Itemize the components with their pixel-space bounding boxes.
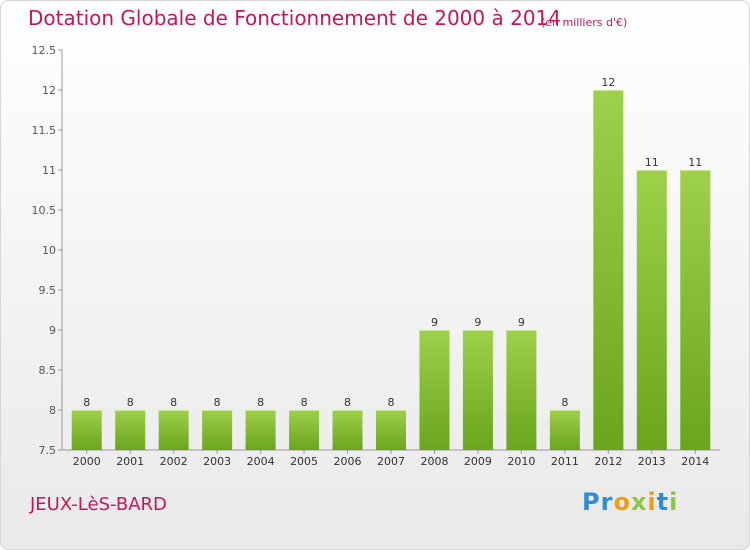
data-label: 9 (518, 316, 525, 329)
x-tick-label: 2013 (638, 455, 666, 468)
data-labels: 8 8 8 8 8 8 8 8 9 9 9 8 12 11 11 (83, 76, 702, 409)
y-axis: 7.5 8 8.5 9 9.5 10 10.5 11 11.5 12 12.5 (32, 44, 63, 457)
bar (680, 170, 711, 450)
logo-letter: x (630, 488, 648, 516)
y-tick-label: 9.5 (39, 284, 57, 297)
data-label: 8 (214, 396, 221, 409)
y-tick-label: 8 (49, 404, 56, 417)
data-label: 8 (561, 396, 568, 409)
x-tick-label: 2014 (681, 455, 709, 468)
place-name: JEUX-LèS-BARD (30, 494, 167, 515)
chart-title: Dotation Globale de Fonctionnement de 20… (28, 6, 561, 30)
y-tick-label: 10 (42, 244, 56, 257)
data-label: 8 (170, 396, 177, 409)
y-tick-label: 12.5 (32, 44, 57, 57)
bar (158, 410, 189, 450)
y-tick-label: 12 (42, 84, 56, 97)
y-tick-label: 11 (42, 164, 56, 177)
x-tick-label: 2006 (334, 455, 362, 468)
bar (289, 410, 320, 450)
x-tick-label: 2002 (160, 455, 188, 468)
bar (71, 410, 102, 450)
logo-letter: i (647, 488, 657, 516)
bars (71, 90, 711, 450)
bar (593, 90, 624, 450)
data-label: 11 (645, 156, 659, 169)
logo-letter: P (582, 488, 601, 516)
x-tick-label: 2009 (464, 455, 492, 468)
bar (332, 410, 363, 450)
data-label: 11 (688, 156, 702, 169)
logo-letter: r (600, 488, 614, 516)
x-axis: 2000 2001 2002 2003 2004 2005 2006 2007 2008 2009… (62, 449, 720, 468)
data-label: 9 (431, 316, 438, 329)
y-tick-label: 9 (49, 324, 56, 337)
x-tick-label: 2010 (507, 455, 535, 468)
data-label: 8 (344, 396, 351, 409)
bar (549, 410, 580, 450)
bar (245, 410, 276, 450)
x-tick-label: 2005 (290, 455, 318, 468)
bar (636, 170, 667, 450)
x-tick-label: 2000 (73, 455, 101, 468)
bar (115, 410, 146, 450)
logo-letter: i (669, 488, 679, 516)
bar (376, 410, 406, 450)
bar (462, 330, 493, 450)
x-tick-label: 2011 (551, 455, 579, 468)
data-label: 8 (257, 396, 264, 409)
y-tick-label: 8.5 (39, 364, 57, 377)
data-label: 8 (388, 396, 395, 409)
x-tick-label: 2001 (116, 455, 144, 468)
x-tick-label: 2003 (203, 455, 231, 468)
data-label: 12 (601, 76, 615, 89)
x-tick-label: 2004 (247, 455, 275, 468)
data-label: 9 (474, 316, 481, 329)
proxiti-logo[interactable]: Proxiti (582, 488, 678, 516)
y-tick-label: 11.5 (32, 124, 57, 137)
chart-subtitle: (en milliers d'€) (541, 16, 628, 29)
bar (419, 330, 450, 450)
data-label: 8 (83, 396, 90, 409)
bar (202, 410, 233, 450)
y-tick-label: 7.5 (39, 444, 57, 457)
bar (506, 330, 537, 450)
x-tick-label: 2007 (377, 455, 405, 468)
x-tick-label: 2008 (420, 455, 448, 468)
logo-letter: o (613, 488, 631, 516)
logo-letter: t (656, 488, 670, 516)
data-label: 8 (127, 396, 134, 409)
data-label: 8 (301, 396, 308, 409)
x-tick-label: 2012 (594, 455, 622, 468)
y-tick-label: 10.5 (32, 204, 57, 217)
